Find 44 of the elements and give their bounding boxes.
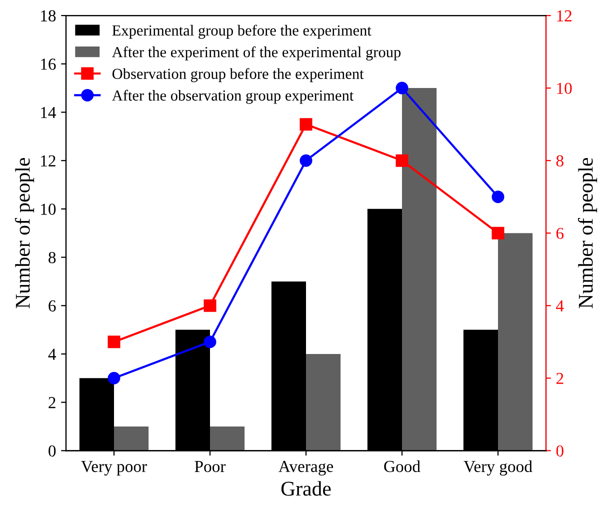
bar: [114, 426, 149, 451]
x-tick-label: Average: [278, 460, 334, 476]
point: [492, 226, 504, 240]
y2-tick-label: 10: [557, 82, 572, 94]
x-tick-label: Very poor: [81, 460, 147, 476]
point: [204, 299, 216, 312]
bar: [306, 354, 341, 451]
legend-label: After the observation group experiment: [112, 90, 354, 104]
y2-axis-title: Number of people: [578, 158, 598, 308]
point: [204, 336, 216, 348]
y-tick-label: 2: [48, 397, 56, 408]
y2-tick-label: 4: [556, 300, 564, 312]
x-tick-label: Poor: [194, 461, 226, 472]
y2-tick-label: 8: [556, 155, 564, 167]
point: [108, 336, 120, 348]
y2-tick-label: 6: [556, 228, 564, 240]
y-tick-label: 12: [41, 155, 56, 166]
point: [300, 154, 312, 167]
y-tick-label: 8: [48, 252, 56, 264]
y-tick-label: 10: [41, 204, 56, 215]
bar: [498, 233, 533, 451]
legend-label: After the experiment of the experimental group: [112, 46, 401, 60]
point: [396, 154, 408, 167]
x-axis-title: Grade: [281, 481, 331, 496]
point: [396, 82, 408, 94]
y-tick-label: 6: [48, 300, 56, 312]
legend-label: Observation group before the experiment: [112, 68, 364, 82]
point: [492, 190, 504, 204]
y2-tick-label: 2: [556, 372, 564, 384]
x-tick-label: Good: [384, 460, 420, 472]
bar: [210, 426, 245, 451]
x-tick-label: Very good: [464, 460, 532, 476]
y-tick-label: 16: [41, 58, 56, 70]
y-axis-title: Number of people: [14, 158, 34, 308]
legend-label: Experimental group before the experiment: [112, 24, 372, 39]
y-tick-label: 4: [48, 348, 56, 360]
y-tick-label: 0: [48, 445, 56, 457]
y2-tick-label: 12: [557, 10, 572, 22]
point: [108, 372, 120, 384]
y-tick-label: 14: [41, 107, 56, 118]
point: [300, 118, 312, 131]
y2-tick-label: 0: [556, 445, 564, 457]
bar: [402, 88, 437, 451]
y-tick-label: 18: [41, 10, 56, 22]
